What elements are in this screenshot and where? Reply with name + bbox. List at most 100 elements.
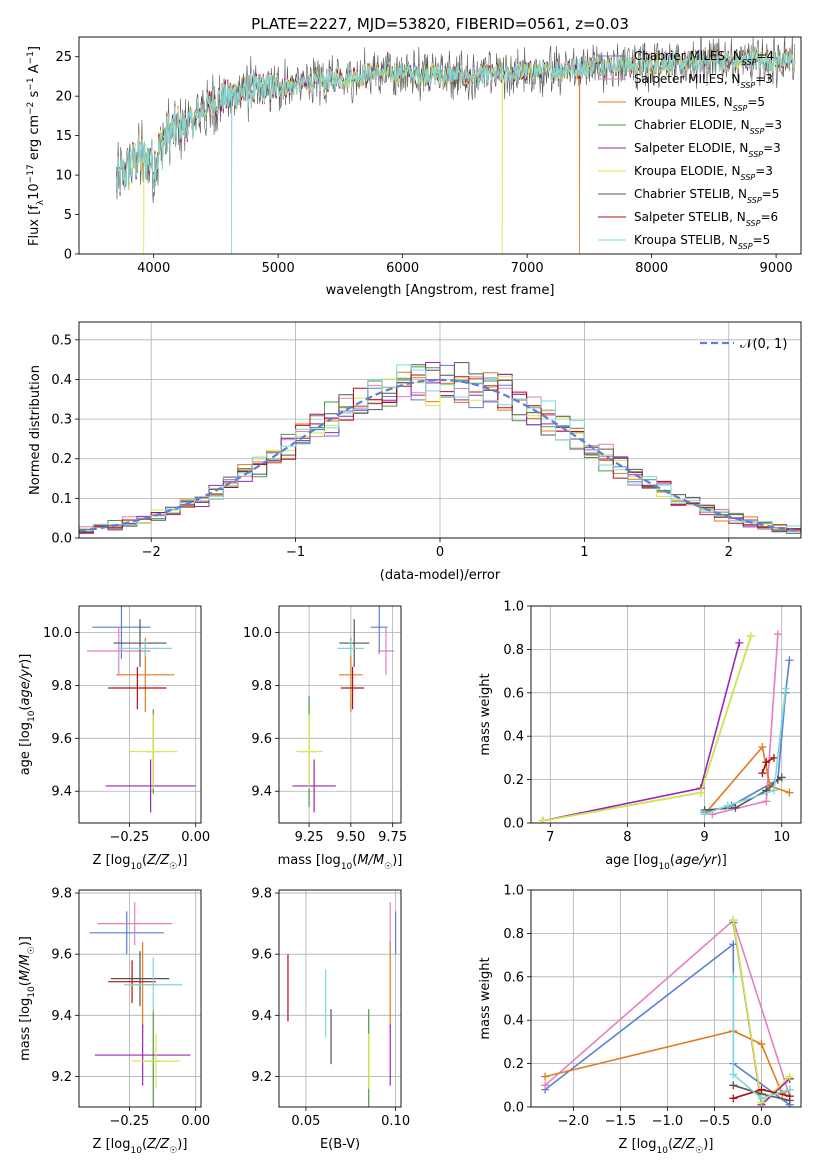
weight-line <box>732 976 790 1100</box>
y-tick-label: 0.1 <box>51 492 72 507</box>
y-tick-label: 0.0 <box>51 532 72 547</box>
axes-frame <box>78 605 202 824</box>
y-tick-label: 0.2 <box>503 1057 524 1072</box>
y-axis-label: mass weight <box>478 957 493 1039</box>
weight-marker <box>541 1081 550 1090</box>
weight-marker <box>770 786 778 795</box>
legend-label: Salpeter MILES, NSSP=3 <box>634 72 773 90</box>
y-tick-label: 10 <box>55 169 72 184</box>
y-tick-label: 10.0 <box>43 626 72 641</box>
y-tick-label: 0.3 <box>51 413 72 428</box>
plot-area <box>86 606 196 813</box>
histogram-step <box>79 364 801 538</box>
x-tick-label: 10 <box>773 830 790 845</box>
axes-frame <box>278 605 402 824</box>
plot-residuals: −2 −1 0 1 2 0.0 0.1 0.2 0.3 0.4 0.5 (data-model)/er… <box>28 321 802 583</box>
legend-label: Chabrier ELODIE, NSSP=3 <box>634 118 782 136</box>
x-axis-label: wavelength [Angstrom, rest frame] <box>326 283 555 298</box>
weight-marker <box>729 916 738 925</box>
x-tick-label: −0.25 <box>109 830 149 845</box>
y-tick-label: 0.0 <box>503 1101 524 1116</box>
y-tick-label: 0.2 <box>503 773 524 788</box>
weight-marker <box>777 773 786 782</box>
y-tick-label: 1.0 <box>503 600 524 615</box>
weight-line <box>542 636 752 822</box>
axes-frame <box>278 889 402 1108</box>
y-tick-label: 0.6 <box>503 970 524 985</box>
x-tick-label: −2.0 <box>558 1114 590 1129</box>
x-tick-label: −0.25 <box>109 1114 149 1129</box>
weight-line <box>542 642 741 822</box>
plot-mass-vs-Z: −0.25 0.00 9.2 9.4 9.6 9.8 Z [log10(Z/Z☉)] mass… <box>18 887 210 1156</box>
y-tick-label: 5 <box>64 208 72 223</box>
x-tick-label: 2 <box>725 545 733 560</box>
plot-area <box>287 902 397 1107</box>
weight-marker <box>785 788 794 797</box>
x-tick-label: 9.50 <box>336 830 365 845</box>
weight-marker <box>746 632 755 641</box>
plot-area <box>541 916 794 1107</box>
x-axis-label: Z [log10(Z/Z☉)] <box>93 1137 188 1156</box>
y-tick-label: 9.8 <box>51 887 72 902</box>
x-tick-label: 9 <box>700 830 708 845</box>
y-tick-label: 25 <box>55 50 72 65</box>
weight-marker <box>762 758 771 767</box>
y-tick-label: 9.6 <box>251 732 272 747</box>
weight-marker <box>696 788 705 797</box>
x-tick-label: 0.10 <box>381 1114 410 1129</box>
weight-marker <box>781 684 790 693</box>
plot-mass-weight-vs-Z: −2.0 −1.5 −1.0 −0.5 0.0 0.0 0.2 0.4 0.6 0.8 1.0 Z [… <box>478 884 802 1156</box>
axes-frame <box>78 889 202 1108</box>
y-tick-label: 0.4 <box>51 373 72 388</box>
y-tick-label: 0.8 <box>503 643 524 658</box>
x-tick-label: 8000 <box>635 261 668 276</box>
y-tick-label: 0.6 <box>503 686 524 701</box>
y-tick-label: 9.4 <box>51 785 72 800</box>
y-tick-label: 0.4 <box>503 730 524 745</box>
x-axis-label: E(B-V) <box>320 1137 360 1152</box>
weight-marker <box>538 816 547 823</box>
x-tick-label: 0.00 <box>181 1114 210 1129</box>
y-tick-label: 0 <box>64 248 72 263</box>
y-tick-label: 0.2 <box>51 452 72 467</box>
weight-marker <box>762 797 771 806</box>
x-tick-label: −2 <box>142 545 161 560</box>
weight-marker <box>758 743 767 752</box>
y-axis-label: Normed distribution <box>28 365 43 495</box>
y-tick-label: 1.0 <box>503 884 524 899</box>
y-tick-label: 9.4 <box>251 1009 272 1024</box>
y-tick-label: 9.8 <box>51 679 72 694</box>
x-tick-label: 0.0 <box>751 1114 772 1129</box>
weight-marker <box>735 638 744 647</box>
legend-label: Kroupa MILES, NSSP=5 <box>634 95 765 113</box>
x-tick-label: 7000 <box>511 261 544 276</box>
legend-label: Chabrier MILES, NSSP=4 <box>634 49 774 67</box>
y-tick-label: 0.4 <box>503 1014 524 1029</box>
x-tick-label: 9000 <box>760 261 793 276</box>
x-tick-label: 5000 <box>262 261 295 276</box>
y-tick-label: 20 <box>55 90 72 105</box>
gaussian-reference-curve <box>79 378 801 533</box>
x-tick-label: 9.75 <box>378 830 407 845</box>
figure-title: PLATE=2227, MJD=53820, FIBERID=0561, z=0… <box>251 15 629 33</box>
y-tick-label: 9.4 <box>51 1009 72 1024</box>
x-axis-label: (data-model)/error <box>380 568 501 583</box>
plot-area <box>79 362 801 538</box>
plot-mass-vs-ebv: 0.05 0.10 9.2 9.4 9.6 9.8 E(B-V) <box>251 887 410 1152</box>
legend: Chabrier MILES, NSSP=4 Salpeter MILES, NS… <box>598 49 782 251</box>
y-tick-label: 0.8 <box>503 927 524 942</box>
y-tick-label: 9.6 <box>51 732 72 747</box>
y-axis-label: mass [log10(M/M☉)] <box>18 936 37 1061</box>
weight-marker <box>729 1081 738 1090</box>
y-axis-label: Flux [fλ10−17 erg cm−2 s−1 A−1] <box>26 46 46 246</box>
y-axis-label: mass weight <box>478 673 493 755</box>
axes-frame <box>78 36 802 255</box>
y-tick-label: 9.2 <box>51 1070 72 1085</box>
plot-area <box>538 630 794 823</box>
legend-label: Salpeter ELODIE, NSSP=3 <box>634 141 781 159</box>
weight-marker <box>729 972 738 981</box>
x-tick-label: 0.05 <box>291 1114 320 1129</box>
weight-marker <box>785 656 794 665</box>
weight-line <box>703 745 790 815</box>
